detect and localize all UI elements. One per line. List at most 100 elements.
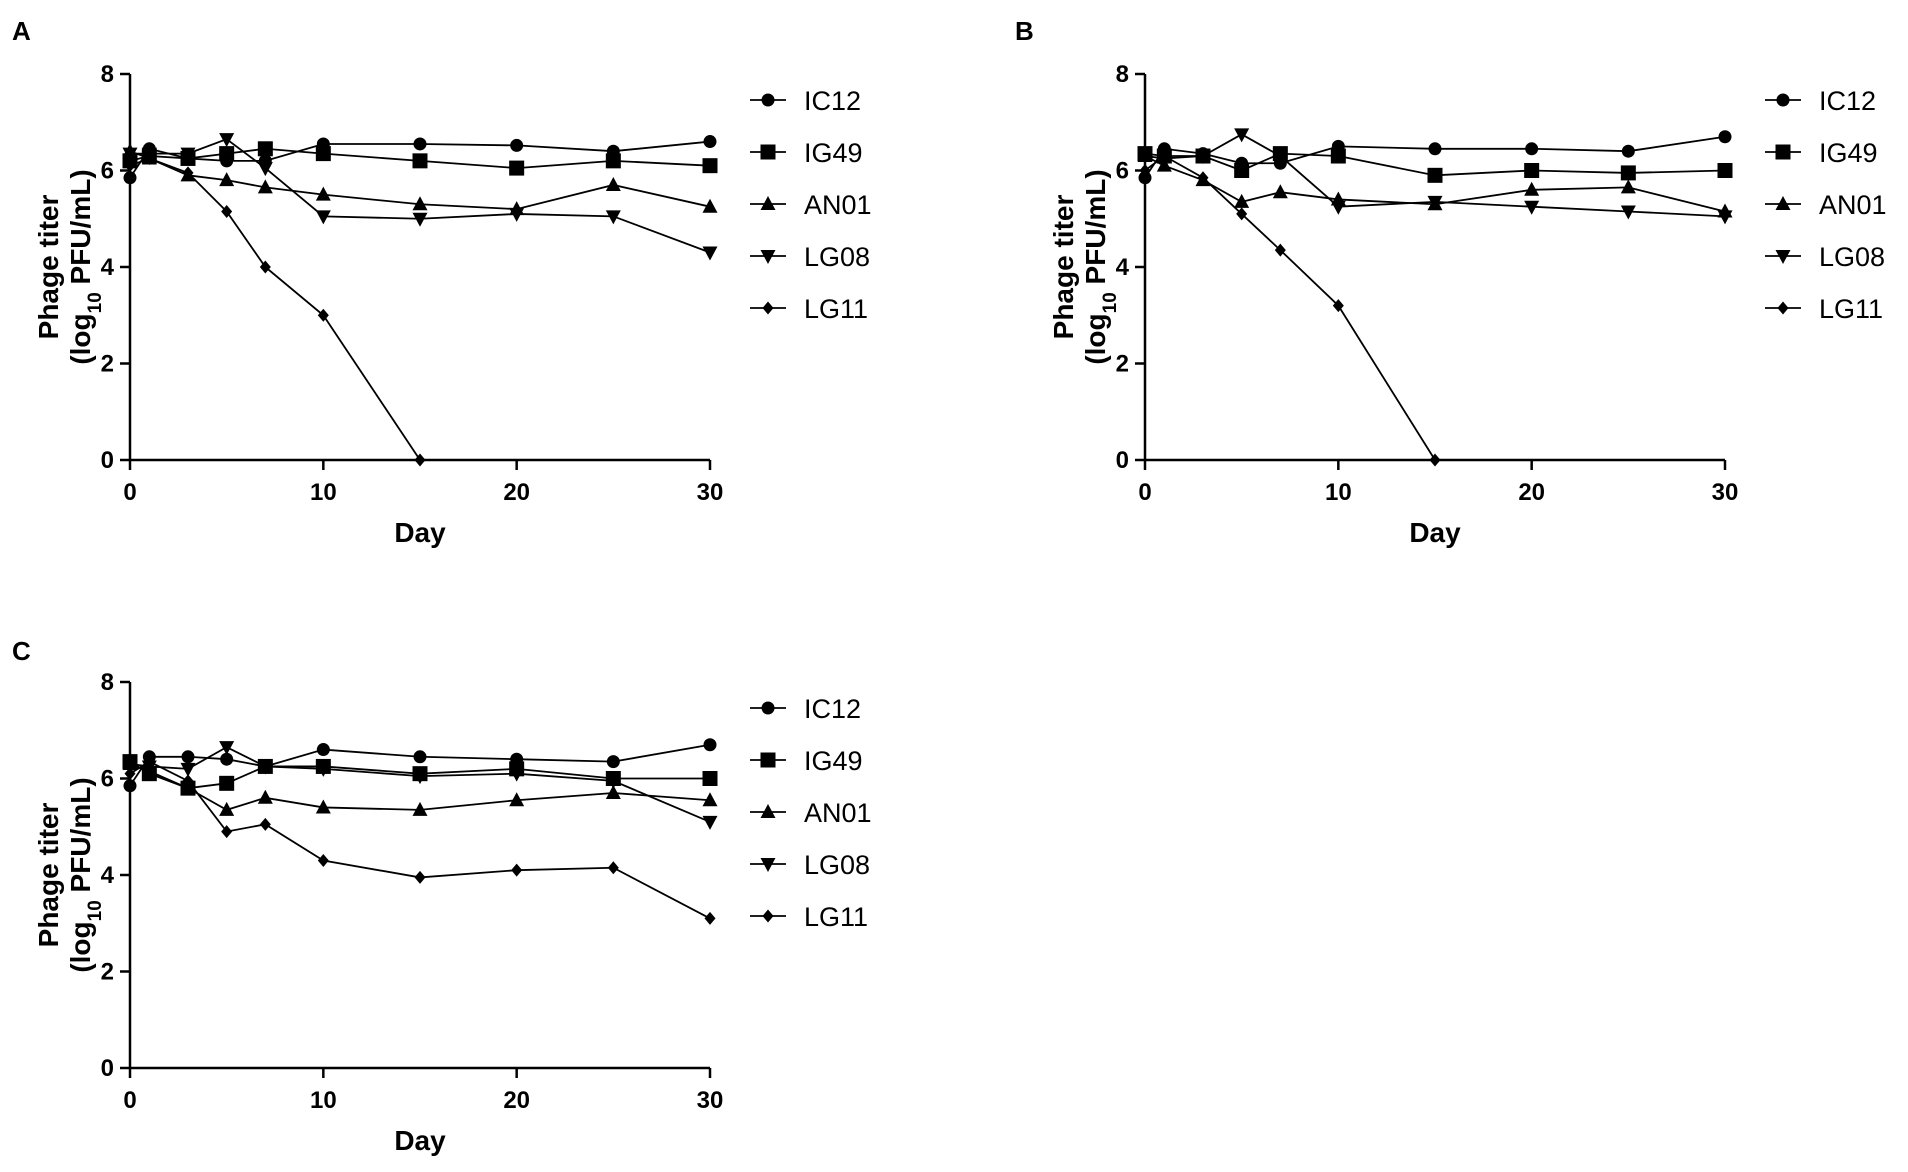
y-tick-label: 0 [1116, 447, 1129, 474]
legend: IC12 IG49 AN01 LG08 LG11 [750, 694, 872, 932]
legend-label: LG08 [804, 850, 870, 880]
data-point-lg08 [180, 762, 196, 777]
y-axis-label-prefix: (log [65, 921, 96, 972]
y-axis-label-subscript: 10 [85, 900, 106, 921]
y-tick-label: 4 [1116, 254, 1130, 281]
y-axis-label-sub: (log10 PFU/mL) [65, 169, 106, 364]
data-point-lg08 [509, 767, 525, 782]
y-axis-label-prefix: (log [65, 313, 96, 364]
y-axis-label-suffix: PFU/mL) [65, 777, 96, 900]
legend-marker-ig49 [1775, 144, 1791, 160]
data-point-an01 [509, 792, 525, 807]
data-point-lg08 [412, 212, 428, 227]
series-line-lg11 [129, 157, 421, 461]
series-line-an01 [1144, 155, 1726, 213]
data-point-ig49 [219, 775, 235, 791]
data-point-ic12 [413, 750, 427, 764]
data-point-ic12 [510, 138, 524, 152]
x-tick-label: 30 [1712, 479, 1739, 506]
y-tick-label: 2 [101, 959, 114, 986]
legend-label: IC12 [1819, 86, 1876, 116]
series-line-lg08 [1144, 133, 1726, 218]
data-point-an01 [1620, 179, 1636, 194]
legend-marker-an01 [1775, 196, 1791, 210]
data-point-ig49 [702, 158, 718, 174]
legend-marker-ig49 [760, 752, 776, 768]
y-tick-label: 4 [101, 862, 115, 889]
data-point-an01 [315, 186, 331, 201]
data-point-lg11 [1274, 243, 1286, 257]
series-an01 [122, 756, 718, 816]
x-tick-label: 0 [123, 479, 136, 506]
series-lg11 [124, 755, 716, 925]
y-axis-label-sub: (log10 PFU/mL) [65, 777, 106, 972]
y-tick-label: 4 [101, 254, 115, 281]
data-point-lg11 [1197, 171, 1209, 185]
data-point-lg08 [1427, 195, 1443, 210]
legend-label: LG11 [804, 294, 868, 324]
data-point-lg11 [414, 453, 426, 467]
data-point-lg08 [257, 760, 273, 775]
x-tick-label: 10 [1325, 479, 1352, 506]
x-axis-label: Day [394, 1125, 446, 1156]
data-point-lg08 [1195, 150, 1211, 165]
data-point-an01 [412, 196, 428, 211]
legend-marker-lg11 [1777, 301, 1789, 315]
data-point-ig49 [1524, 163, 1540, 178]
data-point-ig49 [1234, 163, 1250, 178]
data-point-lg08 [509, 207, 525, 222]
data-point-an01 [315, 799, 331, 814]
legend-label: IC12 [804, 694, 861, 724]
x-tick-label: 20 [503, 479, 530, 506]
data-point-ig49 [1717, 163, 1733, 178]
data-point-ic12 [1525, 142, 1539, 156]
data-point-ic12 [123, 779, 137, 793]
data-point-lg08 [180, 147, 196, 162]
series-line-ic12 [129, 743, 711, 787]
legend-marker-an01 [760, 804, 776, 818]
y-tick-label: 2 [1116, 351, 1129, 378]
panel-label: B [1015, 16, 1034, 46]
legend-label: AN01 [804, 798, 872, 828]
legend-marker-lg11 [762, 301, 774, 315]
legend-marker-ic12 [1776, 93, 1790, 107]
data-point-ig49 [1330, 148, 1346, 164]
legend-marker-lg08 [1775, 250, 1791, 264]
data-point-an01 [702, 198, 718, 213]
panel-label: C [12, 636, 31, 666]
series-lg11 [124, 151, 426, 467]
data-point-an01 [257, 179, 273, 194]
x-tick-label: 20 [1518, 479, 1545, 506]
data-point-lg11 [607, 861, 619, 875]
data-point-lg08 [219, 133, 235, 148]
y-tick-label: 6 [101, 158, 114, 185]
data-point-lg08 [1234, 128, 1250, 143]
series-lg08 [1137, 128, 1733, 225]
data-point-an01 [219, 172, 235, 187]
y-tick-label: 2 [101, 351, 114, 378]
data-point-ig49 [605, 153, 621, 169]
legend-marker-an01 [760, 196, 776, 210]
data-point-lg08 [1620, 205, 1636, 220]
data-point-lg08 [257, 162, 273, 177]
x-tick-label: 0 [123, 1087, 136, 1114]
data-point-lg11 [1158, 149, 1170, 163]
data-point-ic12 [703, 135, 717, 149]
legend-label: AN01 [804, 190, 872, 220]
legend-label: LG11 [1819, 294, 1883, 324]
data-point-lg11 [704, 911, 716, 925]
y-axis-label-suffix: PFU/mL) [1080, 169, 1111, 292]
data-point-ic12 [181, 750, 195, 764]
data-point-ic12 [1428, 142, 1442, 156]
data-point-ig49 [412, 153, 428, 169]
legend-label: IG49 [1819, 138, 1878, 168]
data-point-lg11 [511, 863, 523, 877]
y-tick-label: 0 [101, 1055, 114, 1082]
series-line-lg08 [130, 138, 711, 254]
data-point-lg08 [219, 741, 235, 756]
data-point-an01 [702, 792, 718, 807]
y-axis-label-sub: (log10 PFU/mL) [1080, 169, 1121, 364]
data-point-an01 [257, 789, 273, 804]
